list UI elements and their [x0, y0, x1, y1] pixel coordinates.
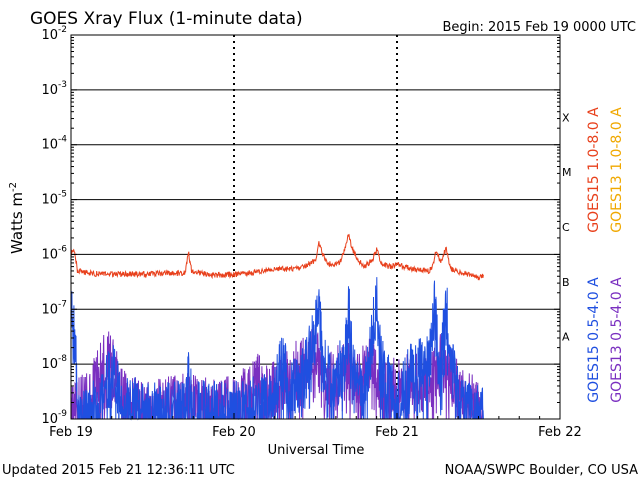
y-tick-label: 10-2	[41, 25, 67, 43]
flare-class-m: M	[562, 166, 572, 179]
y-tick-label: 10-8	[41, 354, 67, 372]
begin-label: Begin: 2015 Feb 19 0000 UTC	[442, 20, 636, 35]
legend-entry: GOES13 0.5-4.0 A	[609, 277, 625, 403]
legend-entry: GOES15 0.5-4.0 A	[586, 277, 602, 403]
legend-entry: GOES15 1.0-8.0 A	[586, 107, 602, 233]
flare-class-labels: X M C B A	[562, 111, 572, 343]
y-axis-label-text: Watts m	[8, 192, 26, 254]
series-1	[70, 233, 484, 281]
y-tick-label: 10-7	[41, 299, 67, 317]
series-3	[70, 277, 484, 421]
updated-text: Updated 2015 Feb 21 12:36:11 UTC	[2, 463, 235, 478]
series-line	[70, 277, 484, 421]
flare-class-c: C	[562, 221, 570, 234]
x-tick-label: Feb 21	[375, 425, 419, 440]
series-layer	[70, 233, 484, 421]
y-axis-label: Watts m-2	[8, 182, 26, 254]
x-tick-label: Feb 19	[49, 425, 93, 440]
plot-grid	[71, 35, 560, 419]
x-axis-label: Universal Time	[268, 443, 365, 458]
legend-entry: GOES13 1.0-8.0 A	[609, 107, 625, 233]
source-text: NOAA/SWPC Boulder, CO USA	[445, 463, 638, 478]
series-line	[70, 233, 484, 281]
legend: GOES15 1.0-8.0 A GOES13 1.0-8.0 A GOES15 0…	[586, 107, 625, 403]
flare-class-b: B	[562, 276, 570, 289]
flare-class-x: X	[562, 111, 570, 124]
y-axis-ticks: 10-2 10-3 10-4 10-5 10-6 10-7 10-8 10-9	[41, 25, 560, 427]
y-axis-label-sup: -2	[8, 182, 19, 192]
y-tick-label: 10-4	[41, 135, 67, 153]
x-tick-label: Feb 22	[538, 425, 582, 440]
y-tick-label: 10-9	[41, 409, 67, 427]
x-tick-label: Feb 20	[212, 425, 256, 440]
chart-title: GOES Xray Flux (1-minute data)	[30, 9, 303, 29]
x-axis-ticks: Feb 19 Feb 20 Feb 21 Feb 22	[49, 413, 582, 440]
y-tick-label: 10-5	[41, 190, 67, 208]
flare-class-a: A	[562, 331, 570, 344]
y-tick-label: 10-3	[41, 80, 67, 98]
y-tick-label: 10-6	[41, 244, 67, 262]
